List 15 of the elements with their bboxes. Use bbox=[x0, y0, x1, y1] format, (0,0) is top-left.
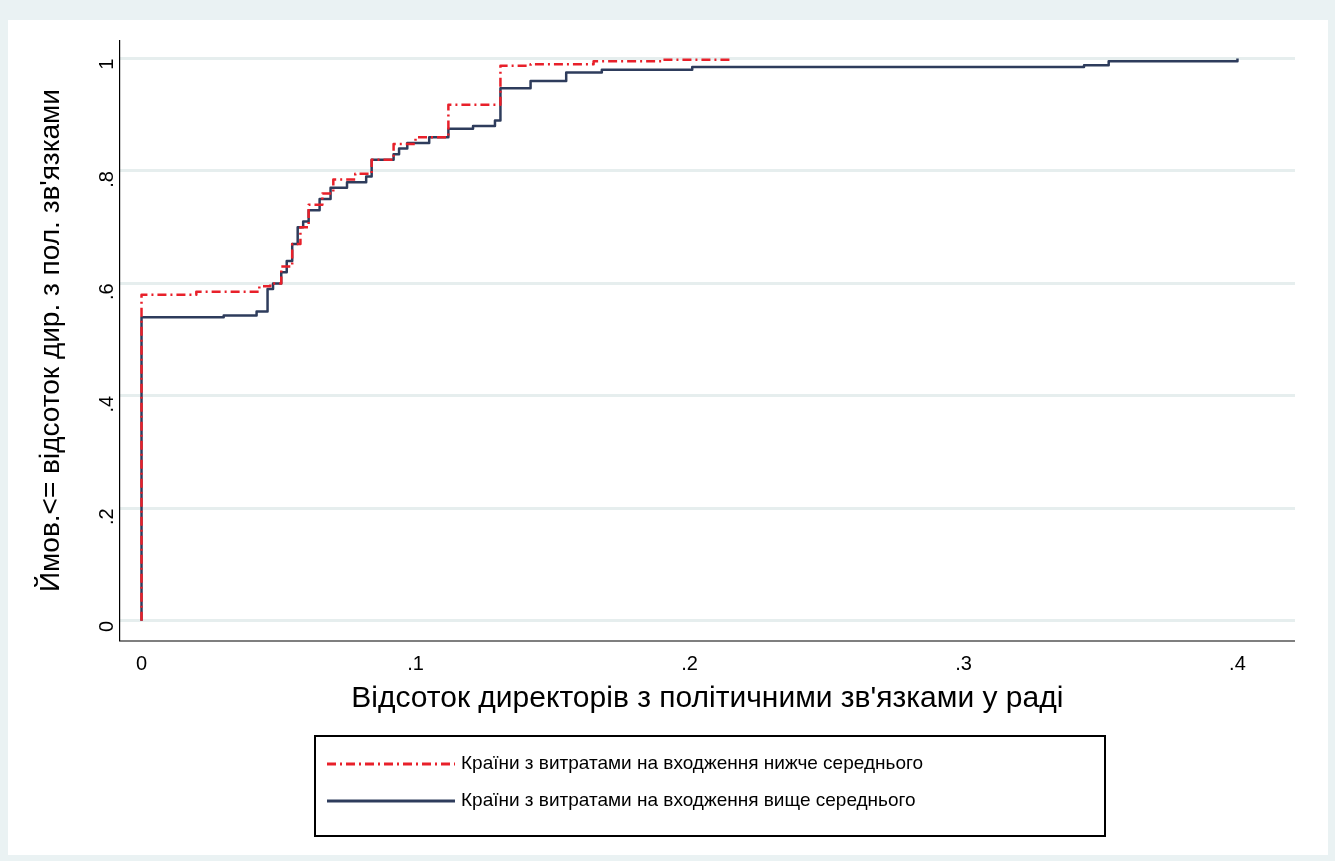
y-tick-label: 0 bbox=[95, 620, 118, 632]
y-axis-title: Ймов.<= відсоток дир. з пол. зв'язками bbox=[33, 88, 65, 593]
x-tick-label: .2 bbox=[681, 651, 698, 674]
y-tick-label: .6 bbox=[95, 283, 118, 301]
x-tick-label: .4 bbox=[1229, 651, 1246, 674]
y-tick-label: 1 bbox=[95, 58, 118, 70]
y-tick-label: .2 bbox=[95, 508, 118, 526]
x-tick-label: .1 bbox=[407, 651, 424, 674]
x-tick-label: 0 bbox=[135, 651, 148, 674]
y-tick-label: .4 bbox=[95, 395, 118, 413]
x-tick-label: .3 bbox=[955, 651, 972, 674]
x-axis-title: Відсоток директорів з політичними зв'язками у раді bbox=[351, 680, 1064, 714]
legend-label: Країни з витратами на входження нижче середнього bbox=[461, 752, 924, 774]
legend-label: Країни з витратами на входження вище середнього bbox=[461, 789, 916, 811]
y-tick-label: .8 bbox=[95, 170, 118, 188]
